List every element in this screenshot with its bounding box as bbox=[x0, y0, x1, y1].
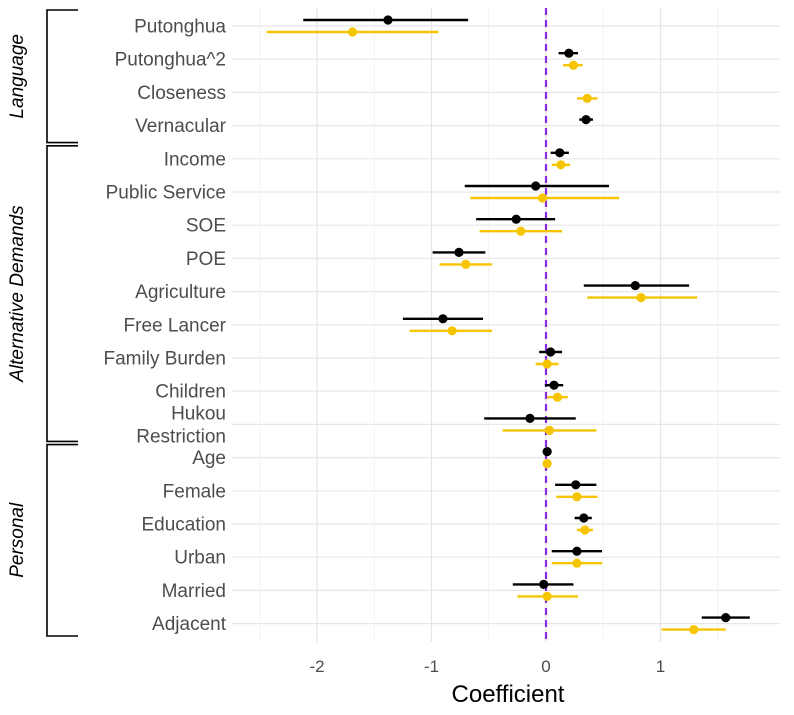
point-estimate bbox=[525, 413, 535, 423]
point-estimate bbox=[580, 525, 590, 535]
point-estimate bbox=[689, 625, 699, 635]
point-estimate bbox=[572, 558, 582, 568]
point-estimate bbox=[555, 148, 565, 158]
point-estimate bbox=[542, 447, 552, 457]
point-estimate bbox=[347, 27, 358, 37]
point-estimate bbox=[572, 546, 582, 556]
point-estimate bbox=[537, 193, 548, 203]
category-label: POE bbox=[186, 249, 226, 270]
point-estimate bbox=[568, 60, 579, 70]
point-estimate bbox=[544, 425, 555, 435]
group-bracket bbox=[46, 9, 78, 144]
category-label: Putonghua^2 bbox=[115, 50, 226, 71]
group-brackets: Language Alternative Demands Personal bbox=[7, 9, 78, 637]
category-label: Adjacent bbox=[152, 614, 227, 635]
point-estimate bbox=[581, 115, 591, 125]
x-tick-label: 1 bbox=[656, 657, 665, 676]
point-estimate bbox=[582, 93, 592, 103]
point-estimate bbox=[542, 591, 552, 602]
category-label: Hukou bbox=[171, 403, 226, 424]
category-label: Putonghua bbox=[134, 17, 226, 38]
point-estimate bbox=[542, 459, 552, 469]
group-label: Language bbox=[7, 34, 28, 119]
point-estimate bbox=[552, 392, 563, 402]
group-label: Personal bbox=[7, 502, 28, 578]
point-estimate bbox=[556, 160, 566, 170]
category-label: Children bbox=[155, 382, 226, 403]
point-estimate bbox=[531, 181, 541, 191]
point-estimate bbox=[438, 314, 448, 324]
point-estimate bbox=[383, 15, 393, 25]
category-label: Agriculture bbox=[135, 282, 226, 303]
x-tick-label: -2 bbox=[309, 657, 324, 676]
category-label: Urban bbox=[174, 548, 226, 569]
category-label: Female bbox=[163, 481, 226, 502]
point-estimate bbox=[539, 579, 549, 590]
group-label: Alternative Demands bbox=[7, 205, 28, 383]
point-estimate bbox=[461, 259, 471, 269]
x-axis-title: Coefficient bbox=[452, 681, 565, 708]
group-bracket bbox=[46, 443, 78, 637]
category-label: SOE bbox=[186, 216, 226, 237]
point-estimate bbox=[579, 513, 589, 523]
category-label: Married bbox=[162, 581, 226, 602]
category-label: Family Burden bbox=[104, 349, 227, 370]
point-estimate bbox=[545, 347, 556, 357]
category-label: Education bbox=[141, 515, 226, 536]
point-estimate bbox=[542, 359, 552, 369]
category-label: Income bbox=[164, 149, 226, 170]
x-tick-label: 0 bbox=[541, 657, 550, 676]
category-label: Public Service bbox=[106, 183, 226, 204]
point-estimate bbox=[636, 293, 646, 303]
category-label: Age bbox=[192, 448, 226, 469]
data-marks bbox=[266, 15, 750, 635]
category-label: Free Lancer bbox=[124, 315, 227, 336]
point-estimate bbox=[516, 226, 526, 236]
point-estimate bbox=[571, 480, 581, 490]
point-estimate bbox=[572, 492, 582, 502]
group-bracket bbox=[46, 145, 78, 443]
point-estimate bbox=[454, 247, 464, 257]
point-estimate bbox=[630, 281, 640, 291]
category-label: Closeness bbox=[137, 83, 226, 104]
point-estimate bbox=[721, 613, 731, 623]
x-tick-label: -1 bbox=[424, 657, 439, 676]
x-tick-labels: -2 -1 0 1 bbox=[309, 657, 665, 676]
point-estimate bbox=[549, 380, 559, 390]
category-label: Vernacular bbox=[135, 116, 227, 137]
category-label: Restriction bbox=[136, 426, 226, 447]
category-labels: Putonghua Putonghua^2 Closeness Vernacular I… bbox=[104, 17, 227, 636]
point-estimate bbox=[447, 326, 457, 336]
point-estimate bbox=[511, 214, 521, 224]
point-estimate bbox=[564, 48, 574, 58]
grid-layer bbox=[232, 8, 780, 642]
